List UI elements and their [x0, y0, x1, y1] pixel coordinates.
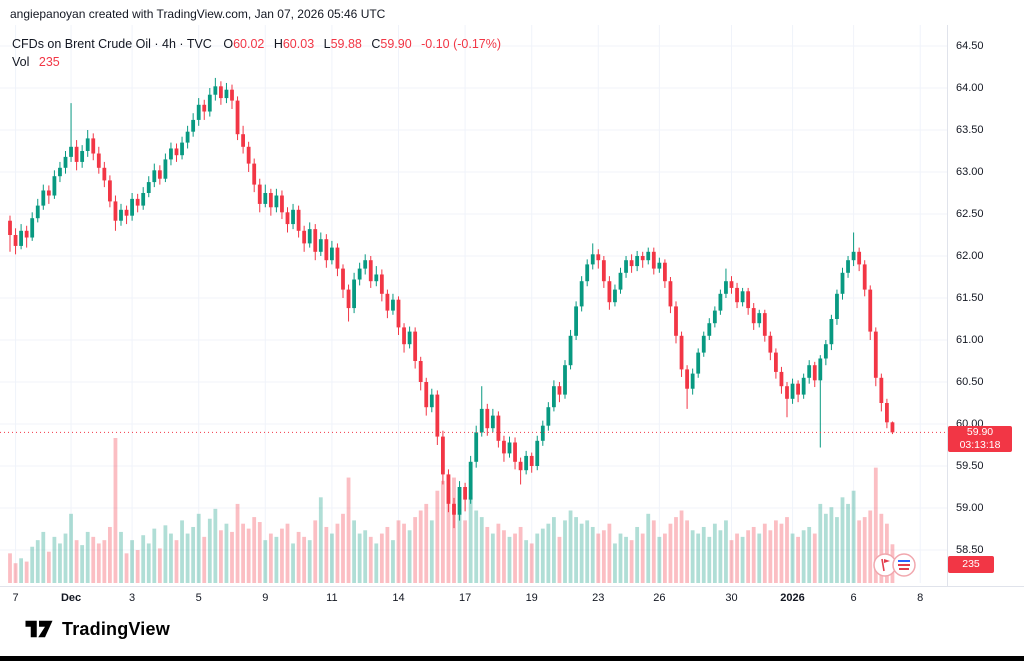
time-scale-label: 19	[525, 592, 538, 604]
price-scale-label: 60.50	[956, 375, 984, 388]
symbol-legend[interactable]: CFDs on Brent Crude Oil · 4h · TVC O60.0…	[12, 37, 501, 70]
attribution-text: angiepanoyan created with TradingView.co…	[10, 7, 386, 21]
time-scale-label: Dec	[60, 592, 82, 604]
time-scale-label: 5	[195, 592, 202, 604]
volume-bars	[8, 438, 895, 583]
ohlc-open-value: 60.02	[233, 37, 265, 51]
chart-area[interactable]: CFDs on Brent Crude Oil · 4h · TVC O60.0…	[0, 25, 1024, 612]
flag-sticker-icon	[892, 553, 916, 577]
runner-sticker-icon	[873, 553, 897, 577]
time-axis-separator	[0, 586, 1024, 587]
price-chart[interactable]	[0, 25, 947, 586]
ohlc-close-value: 59.90	[380, 37, 412, 51]
time-scale-label: 2026	[780, 592, 805, 604]
time-axis[interactable]: 7 Dec 3 5 9 11 14 17 19 23 26 30 2026 6 8	[0, 587, 947, 612]
ohlc-open-label: O	[223, 37, 234, 51]
legend-row-volume: Vol 235	[12, 55, 501, 70]
tradingview-logo-text: TradingView	[62, 618, 170, 639]
price-scale-label: 62.00	[956, 249, 984, 262]
volume-value: 235	[38, 55, 60, 69]
tradingview-logo-icon	[25, 620, 53, 638]
last-price-value: 59.90	[966, 426, 994, 438]
price-scale-label: 59.50	[956, 459, 984, 472]
ohlc-low-value: 59.88	[330, 37, 362, 51]
candles	[8, 77, 895, 529]
ohlc-close-label: C	[371, 37, 381, 51]
price-scale-label: 61.00	[956, 333, 984, 346]
sticker-icons[interactable]	[872, 550, 918, 585]
time-scale-label: 26	[653, 592, 666, 604]
time-scale-label: 9	[262, 592, 269, 604]
price-axis-separator	[947, 25, 948, 586]
time-scale-label: 14	[392, 592, 405, 604]
ohlc-low-label: L	[323, 37, 331, 51]
time-scale-label: 7	[12, 592, 19, 604]
footer-branding[interactable]: TradingView	[24, 617, 170, 641]
ohlc-high-label: H	[273, 37, 283, 51]
price-scale-label: 64.50	[956, 39, 984, 52]
price-scale-label: 61.50	[956, 291, 984, 304]
price-scale-label: 63.00	[956, 165, 984, 178]
time-scale-label: 8	[917, 592, 924, 604]
time-scale-label: 30	[725, 592, 738, 604]
price-scale-label: 63.50	[956, 123, 984, 136]
ohlc-high-value: 60.03	[282, 37, 315, 51]
change-value: -0.10 (-0.17%)	[421, 37, 502, 51]
price-scale-label: 62.50	[956, 207, 984, 220]
price-scale-label: 58.50	[956, 543, 984, 556]
time-scale-label: 23	[592, 592, 605, 604]
price-axis[interactable]: 64.50 64.00 63.50 63.00 62.50 62.00 61.50 61.00…	[947, 25, 1024, 586]
symbol-title[interactable]: CFDs on Brent Crude Oil · 4h · TVC	[12, 37, 212, 51]
price-scale-label: 59.00	[956, 501, 984, 514]
bar-countdown: 03:13:18	[959, 439, 1001, 451]
legend-row-symbol: CFDs on Brent Crude Oil · 4h · TVC O60.0…	[12, 37, 501, 52]
volume-label[interactable]: Vol	[12, 55, 30, 69]
grid-lines	[0, 25, 947, 583]
volume-badge: 235	[948, 556, 994, 573]
last-price-badge: 59.90 03:13:18	[948, 426, 1012, 452]
time-scale-label: 6	[850, 592, 857, 604]
bottom-bar	[0, 656, 1024, 661]
price-scale-label: 64.00	[956, 81, 984, 94]
time-scale-label: 3	[129, 592, 136, 604]
time-scale-label: 17	[458, 592, 472, 604]
time-scale-label: 11	[326, 592, 338, 604]
